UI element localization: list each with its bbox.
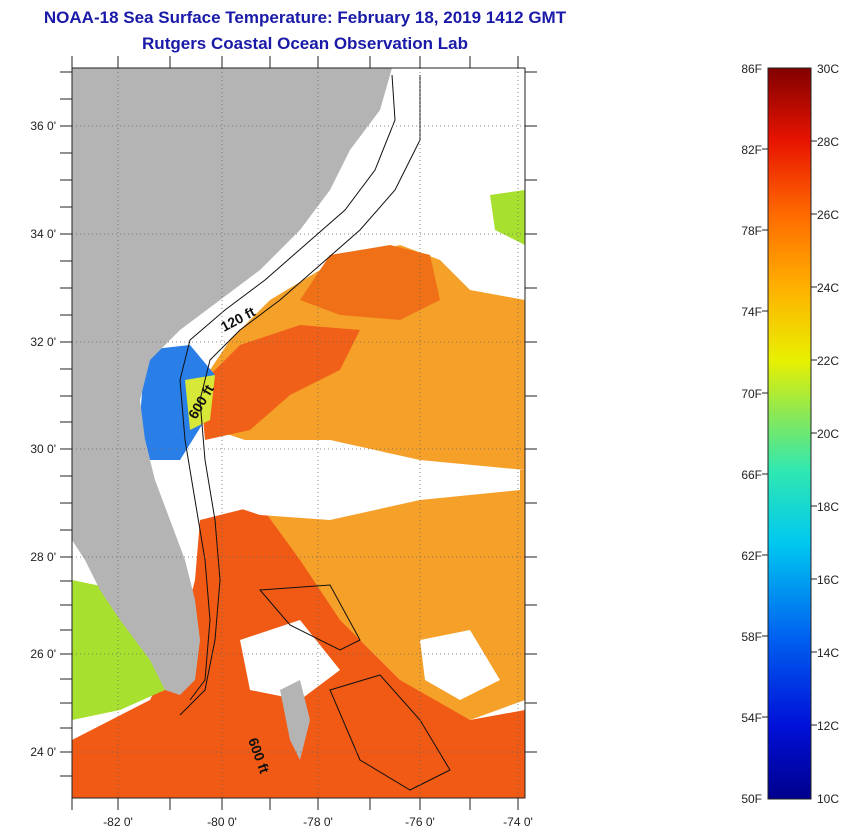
colorbar-c-label: 22C	[817, 354, 839, 368]
map-subtitle: Rutgers Coastal Ocean Observation Lab	[142, 34, 468, 53]
colorbar-c-label: 18C	[817, 500, 839, 514]
map-imagery	[72, 68, 525, 798]
cloud-patch	[420, 630, 500, 700]
colorbar-f-label: 62F	[741, 549, 762, 563]
lat-label: 24 0'	[30, 745, 56, 759]
lon-label: -80 0'	[207, 815, 237, 829]
warm-water-north	[300, 245, 440, 320]
lat-label: 34 0'	[30, 227, 56, 241]
colorbar-f-label: 54F	[741, 711, 762, 725]
colorbar-f-label: 70F	[741, 387, 762, 401]
mid-temp-water	[200, 245, 525, 470]
colorbar-c-label: 14C	[817, 646, 839, 660]
lat-label: 26 0'	[30, 647, 56, 661]
cloud-band	[210, 440, 520, 520]
lat-label: 30 0'	[30, 442, 56, 456]
lat-label: 36 0'	[30, 119, 56, 133]
colorbar-c-label: 28C	[817, 135, 839, 149]
colorbar-f-label: 78F	[741, 224, 762, 238]
cool-shelf-water	[140, 345, 215, 460]
lon-label: -82 0'	[103, 815, 133, 829]
lon-label: -76 0'	[405, 815, 435, 829]
land-us-southeast	[72, 68, 392, 695]
colorbar-c-label: 10C	[817, 792, 839, 806]
colorbar-c-label: 26C	[817, 208, 839, 222]
contour-600ft	[179, 75, 421, 716]
lat-label: 32 0'	[30, 335, 56, 349]
map-title: NOAA-18 Sea Surface Temperature: Februar…	[43, 8, 567, 27]
colorbar-f-label: 58F	[741, 630, 762, 644]
colorbar-f-label: 66F	[741, 468, 762, 482]
graticule	[72, 68, 525, 798]
colorbar-c-label: 30C	[817, 62, 839, 76]
colorbar-c-label: 12C	[817, 719, 839, 733]
frame-ticks	[60, 56, 537, 810]
lon-label: -74 0'	[503, 815, 533, 829]
colorbar-c-label: 20C	[817, 427, 839, 441]
lat-label: 28 0'	[30, 550, 56, 564]
lon-label: -78 0'	[303, 815, 333, 829]
cool-water-ne	[490, 190, 525, 245]
colorbar	[767, 67, 812, 800]
colorbar-f-label: 50F	[741, 792, 762, 806]
contour-bahamas-bank	[329, 674, 451, 791]
colorbar-f-label: 74F	[741, 305, 762, 319]
gulf-stream-core	[200, 325, 360, 440]
colorbar-f-label: 82F	[741, 143, 762, 157]
contour-bahamas-bank	[258, 584, 361, 651]
gulf-water	[72, 580, 165, 720]
map-frame	[71, 67, 526, 799]
contour-120ft	[179, 74, 396, 701]
colorbar-c-label: 16C	[817, 573, 839, 587]
colorbar-f-label: 86F	[741, 62, 762, 76]
land-andros-island	[280, 680, 310, 760]
colorbar-ticks	[762, 140, 817, 726]
cloud-patch	[240, 620, 340, 700]
colorbar-c-label: 24C	[817, 281, 839, 295]
